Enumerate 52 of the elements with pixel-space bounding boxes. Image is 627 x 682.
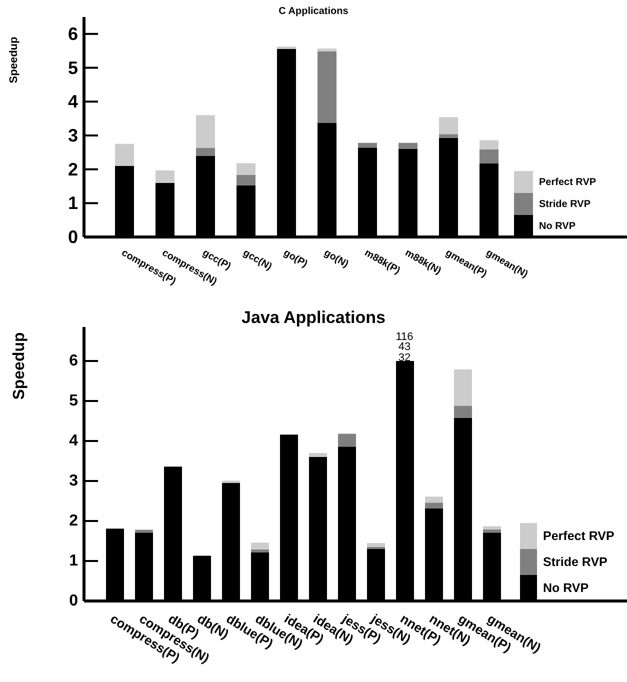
bar bbox=[318, 52, 336, 123]
bar bbox=[156, 170, 174, 183]
bar bbox=[483, 529, 501, 533]
legend-label: Perfect RVP bbox=[539, 176, 596, 188]
bar bbox=[196, 148, 215, 156]
bar bbox=[358, 142, 377, 148]
bar bbox=[480, 149, 498, 164]
y-axis-title: Speedup bbox=[11, 332, 29, 400]
bar bbox=[115, 144, 134, 166]
legend-label: No RVP bbox=[539, 220, 576, 232]
bar bbox=[454, 369, 472, 406]
bar bbox=[196, 115, 215, 148]
bar bbox=[480, 140, 498, 150]
y-tick-label: 3 bbox=[69, 472, 78, 490]
bar bbox=[338, 434, 356, 447]
bar bbox=[425, 496, 443, 503]
bar bbox=[236, 163, 256, 176]
annotation: 43 bbox=[398, 341, 411, 353]
legend-label: Perfect RVP bbox=[543, 529, 614, 543]
bar bbox=[309, 453, 327, 457]
bar bbox=[425, 502, 443, 508]
bar bbox=[236, 175, 256, 186]
bar bbox=[318, 48, 336, 52]
y-tick-label: 1 bbox=[68, 193, 78, 214]
bar bbox=[277, 46, 296, 49]
y-tick-label: 3 bbox=[68, 125, 78, 146]
bar bbox=[398, 142, 418, 149]
legend-label: Stride RVP bbox=[539, 198, 590, 210]
y-tick-label: 2 bbox=[68, 159, 78, 180]
y-tick-label: 4 bbox=[69, 432, 78, 450]
y-tick-label: 4 bbox=[68, 92, 78, 112]
bar bbox=[367, 543, 385, 547]
bar bbox=[439, 117, 458, 134]
y-tick-label: 2 bbox=[69, 512, 78, 530]
y-tick-label: 6 bbox=[68, 24, 78, 44]
chart-title: C Applications bbox=[278, 6, 350, 17]
y-tick-label: 0 bbox=[69, 592, 78, 610]
bar bbox=[483, 526, 501, 530]
chart-title: Java Applications bbox=[240, 308, 386, 328]
y-tick-label: 6 bbox=[69, 352, 78, 370]
y-tick-label: 0 bbox=[68, 227, 78, 247]
y-tick-label: 1 bbox=[69, 552, 78, 570]
legend-label: No RVP bbox=[543, 581, 589, 595]
y-axis-title: Speedup bbox=[8, 36, 20, 84]
annotation: 32 bbox=[398, 352, 411, 364]
legend-label: Stride RVP bbox=[543, 555, 608, 569]
y-tick-label: 5 bbox=[69, 392, 78, 410]
annotation: 116 bbox=[396, 331, 414, 343]
bar bbox=[454, 406, 472, 418]
bar bbox=[439, 134, 458, 138]
y-tick-label: 5 bbox=[68, 58, 78, 78]
bar bbox=[251, 542, 269, 550]
